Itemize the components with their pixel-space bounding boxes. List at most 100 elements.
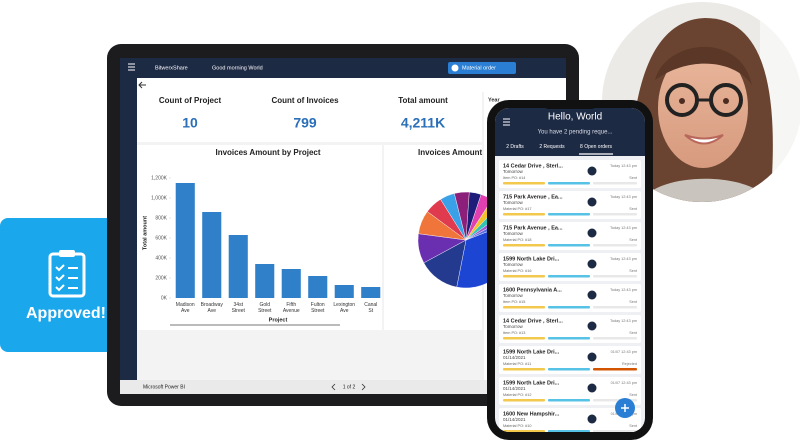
progress-c — [593, 182, 637, 185]
order-time: Today 12:43 pm — [610, 288, 637, 292]
order-card[interactable] — [499, 191, 641, 219]
x-tick-label: Canal St — [364, 302, 377, 314]
side-bar — [120, 78, 137, 394]
order-icon — [587, 228, 597, 238]
badge-label: Approved! — [26, 305, 106, 322]
order-card[interactable] — [499, 377, 641, 405]
order-status: Sent — [629, 331, 638, 335]
progress-b — [548, 182, 590, 185]
phone-title: Hello, World — [548, 112, 602, 123]
order-po: Material PO: #18 — [503, 238, 532, 242]
order-status: Sent — [629, 238, 638, 242]
chart-title: Invoices Amount — [418, 148, 482, 157]
order-title: 715 Park Avenue , Ea... — [503, 225, 563, 231]
progress-a — [503, 368, 545, 371]
material-order-button[interactable] — [448, 62, 516, 74]
kpi-value: 799 — [293, 115, 317, 131]
order-title: 1599 North Lake Dri... — [503, 380, 560, 386]
footer-brand: Microsoft Power BI — [143, 384, 185, 390]
order-card[interactable] — [499, 222, 641, 250]
order-time: Today 12:43 pm — [610, 319, 637, 323]
order-card[interactable] — [499, 160, 641, 188]
x-tick-label: Fulton Street — [311, 302, 325, 314]
progress-b — [548, 430, 590, 432]
progress-a — [503, 275, 545, 278]
order-when: 01/14/2021 — [503, 355, 526, 360]
progress-c — [593, 306, 637, 309]
order-time: Today 12:43 pm — [610, 226, 637, 230]
bar — [361, 287, 381, 298]
order-icon — [587, 197, 597, 207]
order-title: 1599 North Lake Dri... — [503, 349, 560, 355]
order-po: Material PO: #10 — [503, 424, 532, 428]
progress-a — [503, 430, 545, 432]
order-when: Tomorrow — [503, 262, 524, 267]
order-card[interactable] — [499, 408, 641, 436]
order-title: 1599 North Lake Dri... — [503, 256, 560, 262]
order-card[interactable] — [499, 346, 641, 374]
order-card[interactable] — [499, 315, 641, 343]
order-time: Today 12:43 pm — [610, 195, 637, 199]
progress-a — [503, 306, 545, 309]
y-tick-label: 600K — [155, 235, 167, 241]
tab-count: 2 — [539, 144, 542, 150]
order-card[interactable] — [499, 284, 641, 312]
tab-count: 2 — [506, 144, 509, 150]
bar — [334, 285, 354, 298]
x-tick-label: 34st Street — [232, 302, 246, 314]
order-po: Material PO: #12 — [503, 393, 532, 397]
order-icon — [587, 290, 597, 300]
order-title: 14 Cedar Drive , Sterl... — [503, 163, 563, 169]
tab-label: Open orders — [584, 144, 612, 150]
kpi-label: Count of Invoices — [271, 96, 339, 105]
order-when: Tomorrow — [503, 293, 524, 298]
progress-c — [593, 368, 637, 371]
progress-c — [593, 244, 637, 247]
order-status: Sent — [629, 269, 638, 273]
order-when: Tomorrow — [503, 324, 524, 329]
order-title: 715 Park Avenue , Ea... — [503, 194, 563, 200]
order-po: Item PO: #14 — [503, 176, 525, 180]
progress-a — [503, 399, 545, 402]
tab-count: 8 — [580, 144, 583, 150]
greeting: Good morning World — [212, 65, 263, 71]
order-when: Tomorrow — [503, 200, 524, 205]
phone: Hello, World You have 2 pending reque...… — [487, 100, 653, 440]
order-status: Sent — [629, 176, 638, 180]
phone-tab[interactable]: 8 Open orders — [580, 144, 612, 150]
progress-c — [593, 430, 637, 432]
y-tick-label: 800K — [155, 215, 167, 221]
order-status: Sent — [629, 207, 638, 211]
order-po: Item PO: #13 — [503, 331, 525, 335]
tab-label: Drafts — [510, 144, 524, 150]
bar — [255, 264, 275, 298]
y-axis-title: Total amount — [142, 216, 148, 250]
progress-a — [503, 244, 545, 247]
bar — [175, 183, 195, 298]
order-when: Tomorrow — [503, 231, 524, 236]
order-icon — [587, 259, 597, 269]
x-axis-title: Project — [269, 317, 288, 323]
phone-tab[interactable]: 2 Requests — [539, 144, 565, 150]
app-name: BitwerxShare — [155, 65, 188, 71]
bar — [281, 269, 301, 298]
order-status: Sent — [629, 424, 638, 428]
order-status: Sent — [629, 300, 638, 304]
order-card[interactable] — [499, 253, 641, 281]
x-tick-label: Fifth Avenue — [283, 302, 300, 314]
order-po: Material PO: #16 — [503, 269, 532, 273]
progress-b — [548, 275, 590, 278]
order-po: Material PO: #17 — [503, 207, 532, 211]
order-when: 01/14/2021 — [503, 386, 526, 391]
order-when: Tomorrow — [503, 169, 524, 174]
phone-tab[interactable]: 2 Drafts — [506, 144, 524, 150]
approved-badge: Approved! — [0, 218, 133, 352]
progress-c — [593, 275, 637, 278]
progress-b — [548, 244, 590, 247]
badge-bg — [0, 218, 133, 352]
button-label[interactable]: Material order — [462, 65, 496, 71]
kpi-value: 4,211K — [401, 115, 445, 131]
kpi-label: Total amount — [398, 96, 448, 105]
